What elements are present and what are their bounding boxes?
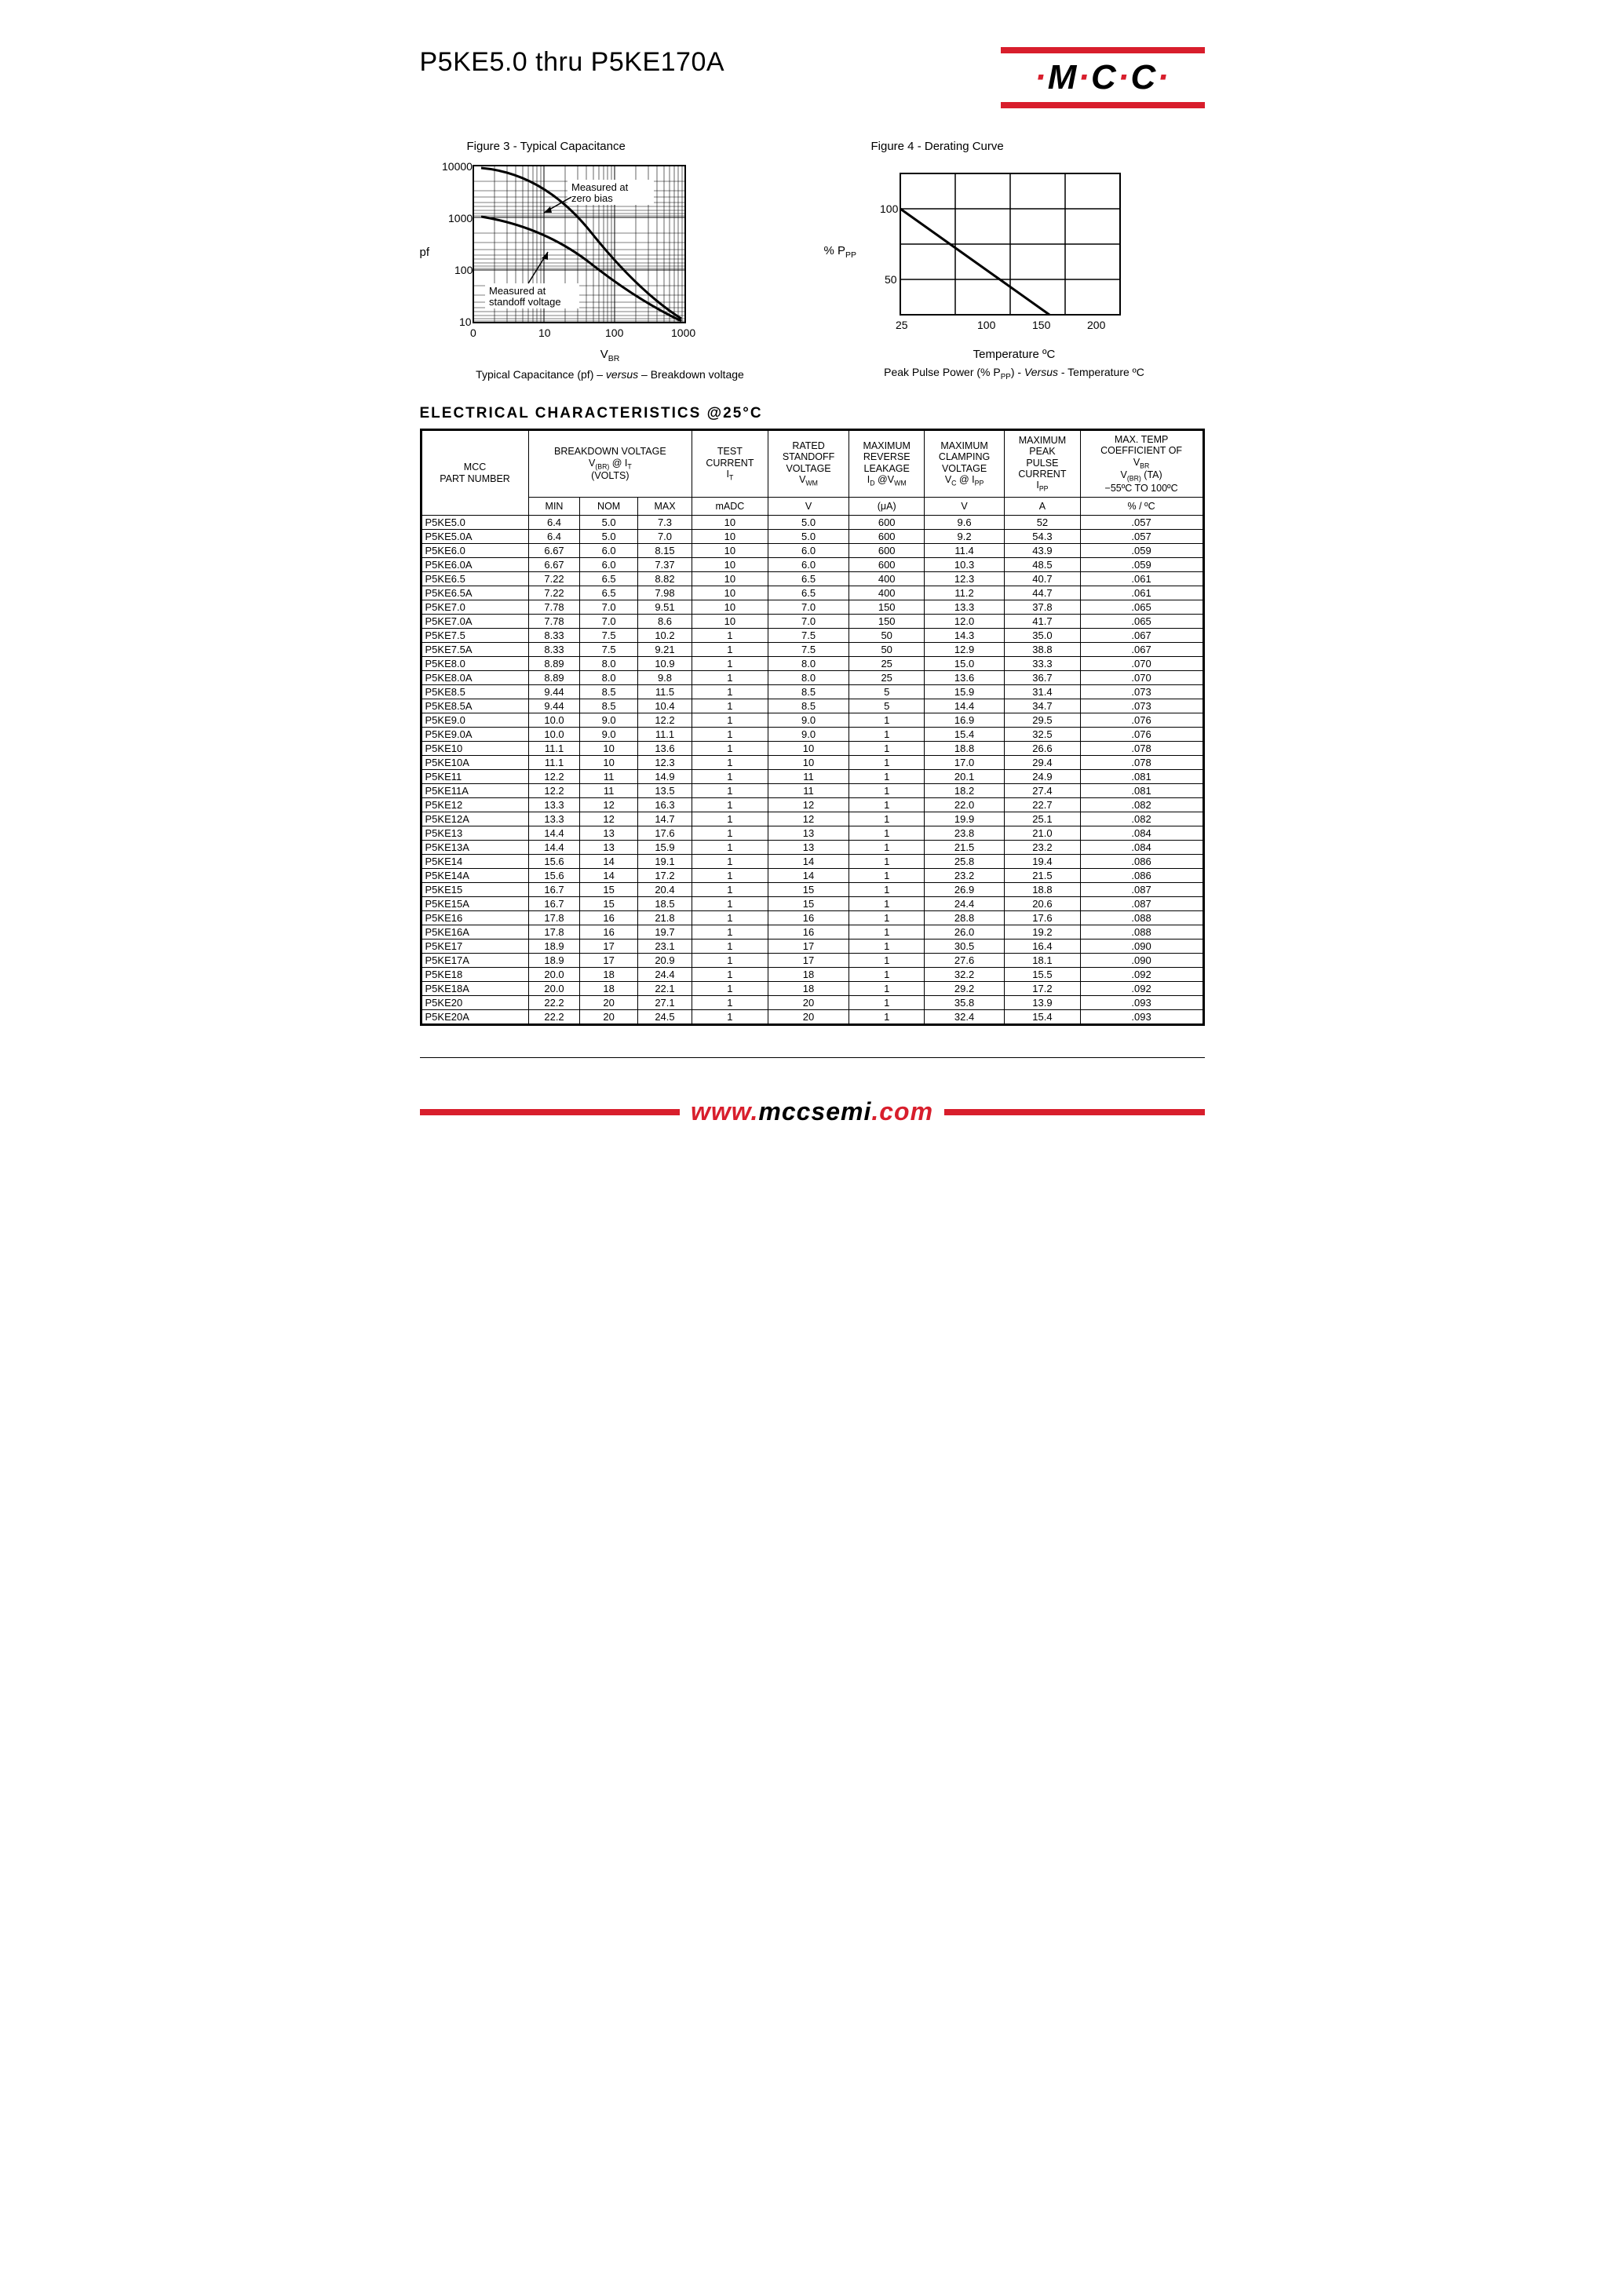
- th-breakdown-voltage: BREAKDOWN VOLTAGEV(BR) @ IT(VOLTS): [528, 429, 692, 497]
- th-test-current: TESTCURRENTIT: [692, 429, 768, 497]
- svg-text:10: 10: [538, 327, 551, 339]
- th-standoff-voltage: RATEDSTANDOFFVOLTAGEVWM: [768, 429, 849, 497]
- figure-3-caption-mid: versus: [606, 368, 638, 381]
- figure-4-title: Figure 4 - Derating Curve: [824, 140, 1205, 153]
- table-row: P5KE2022.22027.1120135.813.9.093: [421, 996, 1203, 1010]
- svg-text:zero bias: zero bias: [571, 192, 613, 204]
- table-row: P5KE1718.91723.1117130.516.4.090: [421, 940, 1203, 954]
- figure-4-chart: 100 50 25 100 150 200: [861, 158, 1136, 346]
- table-row: P5KE7.58.337.510.217.55014.335.0.067: [421, 629, 1203, 643]
- table-row: P5KE6.5A7.226.57.98106.540011.244.7.061: [421, 586, 1203, 600]
- figure-3-title: Figure 3 - Typical Capacitance: [420, 140, 801, 153]
- footer-tld: .com: [871, 1097, 933, 1126]
- table-row: P5KE16A17.81619.7116126.019.2.088: [421, 925, 1203, 940]
- svg-text:200: 200: [1087, 319, 1106, 331]
- footer-rule: [420, 1057, 1205, 1058]
- table-row: P5KE6.06.676.08.15106.060011.443.9.059: [421, 544, 1203, 558]
- table-row: P5KE20A22.22024.5120132.415.4.093: [421, 1010, 1203, 1025]
- svg-text:100: 100: [880, 202, 899, 215]
- table-row: P5KE10A11.11012.3110117.029.4.078: [421, 756, 1203, 770]
- svg-text:100: 100: [454, 264, 473, 276]
- svg-text:50: 50: [885, 273, 897, 286]
- table-row: P5KE8.08.898.010.918.02515.033.3.070: [421, 657, 1203, 671]
- table-row: P5KE9.010.09.012.219.0116.929.5.076: [421, 713, 1203, 728]
- th-max: MAX: [637, 498, 692, 516]
- th-reverse-leakage: MAXIMUMREVERSELEAKAGEID @VWM: [849, 429, 925, 497]
- table-row: P5KE7.0A7.787.08.6107.015012.041.7.065: [421, 615, 1203, 629]
- table-row: P5KE1516.71520.4115126.918.8.087: [421, 883, 1203, 897]
- table-row: P5KE17A18.91720.9117127.618.1.090: [421, 954, 1203, 968]
- table-row: P5KE1415.61419.1114125.819.4.086: [421, 855, 1203, 869]
- svg-text:100: 100: [977, 319, 996, 331]
- th-tc-unit: % / ºC: [1080, 498, 1203, 516]
- th-temp-coefficient: MAX. TEMPCOEFFICIENT OFVBRV(BR) (TA)−55º…: [1080, 429, 1203, 497]
- figure-4: Figure 4 - Derating Curve % PPP 100: [824, 140, 1205, 381]
- svg-text:25: 25: [896, 319, 908, 331]
- table-row: P5KE7.5A8.337.59.2117.55012.938.8.067: [421, 643, 1203, 657]
- table-row: P5KE18A20.01822.1118129.217.2.092: [421, 982, 1203, 996]
- svg-text:150: 150: [1032, 319, 1051, 331]
- table-row: P5KE11A12.21113.5111118.227.4.081: [421, 784, 1203, 798]
- svg-text:Measured at: Measured at: [571, 181, 629, 193]
- table-row: P5KE12A13.31214.7112119.925.1.082: [421, 812, 1203, 826]
- table-row: P5KE14A15.61417.2114123.221.5.086: [421, 869, 1203, 883]
- svg-text:Measured at: Measured at: [489, 285, 546, 297]
- th-vwm-unit: V: [768, 498, 849, 516]
- mcc-logo: ·M·C·C·: [1001, 47, 1205, 108]
- th-peak-pulse-current: MAXIMUMPEAKPULSECURRENTIPP: [1005, 429, 1080, 497]
- electrical-characteristics-table: MCCPART NUMBER BREAKDOWN VOLTAGEV(BR) @ …: [420, 429, 1205, 1027]
- th-it-unit: mADC: [692, 498, 768, 516]
- figure-4-x-label: Temperature ºC: [824, 348, 1205, 361]
- svg-text:1000: 1000: [671, 327, 695, 339]
- th-min: MIN: [528, 498, 580, 516]
- table-row: P5KE7.07.787.09.51107.015013.337.8.065: [421, 600, 1203, 615]
- table-row: P5KE6.57.226.58.82106.540012.340.7.061: [421, 572, 1203, 586]
- figure-4-y-label: % PPP: [824, 244, 857, 260]
- figure-3-y-label: pf: [420, 246, 430, 259]
- th-clamping-voltage: MAXIMUMCLAMPINGVOLTAGEVC @ IPP: [924, 429, 1004, 497]
- footer-banner: www.mccsemi.com: [420, 1097, 1205, 1126]
- table-row: P5KE13A14.41315.9113121.523.2.084: [421, 841, 1203, 855]
- table-row: P5KE1820.01824.4118132.215.5.092: [421, 968, 1203, 982]
- svg-text:0: 0: [470, 327, 476, 339]
- table-row: P5KE8.5A9.448.510.418.5514.434.7.073: [421, 699, 1203, 713]
- table-row: P5KE1011.11013.6110118.826.6.078: [421, 742, 1203, 756]
- table-row: P5KE1112.21114.9111120.124.9.081: [421, 770, 1203, 784]
- figure-3: Figure 3 - Typical Capacitance pf: [420, 140, 801, 381]
- table-row: P5KE1213.31216.3112122.022.7.082: [421, 798, 1203, 812]
- table-row: P5KE8.59.448.511.518.5515.931.4.073: [421, 685, 1203, 699]
- table-row: P5KE1314.41317.6113123.821.0.084: [421, 826, 1203, 841]
- svg-text:10000: 10000: [442, 160, 473, 173]
- table-row: P5KE8.0A8.898.09.818.02513.636.7.070: [421, 671, 1203, 685]
- th-nom: NOM: [580, 498, 637, 516]
- figure-3-chart: Measured at zero bias Measured at stando…: [434, 158, 701, 346]
- svg-text:standoff voltage: standoff voltage: [489, 296, 561, 308]
- table-row: P5KE6.0A6.676.07.37106.060010.348.5.059: [421, 558, 1203, 572]
- svg-text:1000: 1000: [448, 212, 473, 224]
- th-part-number: MCCPART NUMBER: [421, 429, 528, 516]
- th-vc-unit: V: [924, 498, 1004, 516]
- svg-text:100: 100: [605, 327, 624, 339]
- page-title: P5KE5.0 thru P5KE170A: [420, 47, 725, 78]
- table-row: P5KE1617.81621.8116128.817.6.088: [421, 911, 1203, 925]
- table-row: P5KE15A16.71518.5115124.420.6.087: [421, 897, 1203, 911]
- th-ipp-unit: A: [1005, 498, 1080, 516]
- section-title: ELECTRICAL CHARACTERISTICS @25°C: [420, 405, 1205, 422]
- table-row: P5KE5.0A6.45.07.0105.06009.254.3.057: [421, 530, 1203, 544]
- svg-text:10: 10: [459, 316, 472, 328]
- footer-www: www.: [691, 1097, 758, 1126]
- table-row: P5KE9.0A10.09.011.119.0115.432.5.076: [421, 728, 1203, 742]
- footer-domain: mccsemi: [758, 1097, 871, 1126]
- th-id-unit: (μA): [849, 498, 925, 516]
- table-row: P5KE5.06.45.07.3105.06009.652.057: [421, 516, 1203, 530]
- figure-3-caption-left: Typical Capacitance (pf) –: [476, 368, 603, 381]
- figure-3-caption-right: – Breakdown voltage: [641, 368, 744, 381]
